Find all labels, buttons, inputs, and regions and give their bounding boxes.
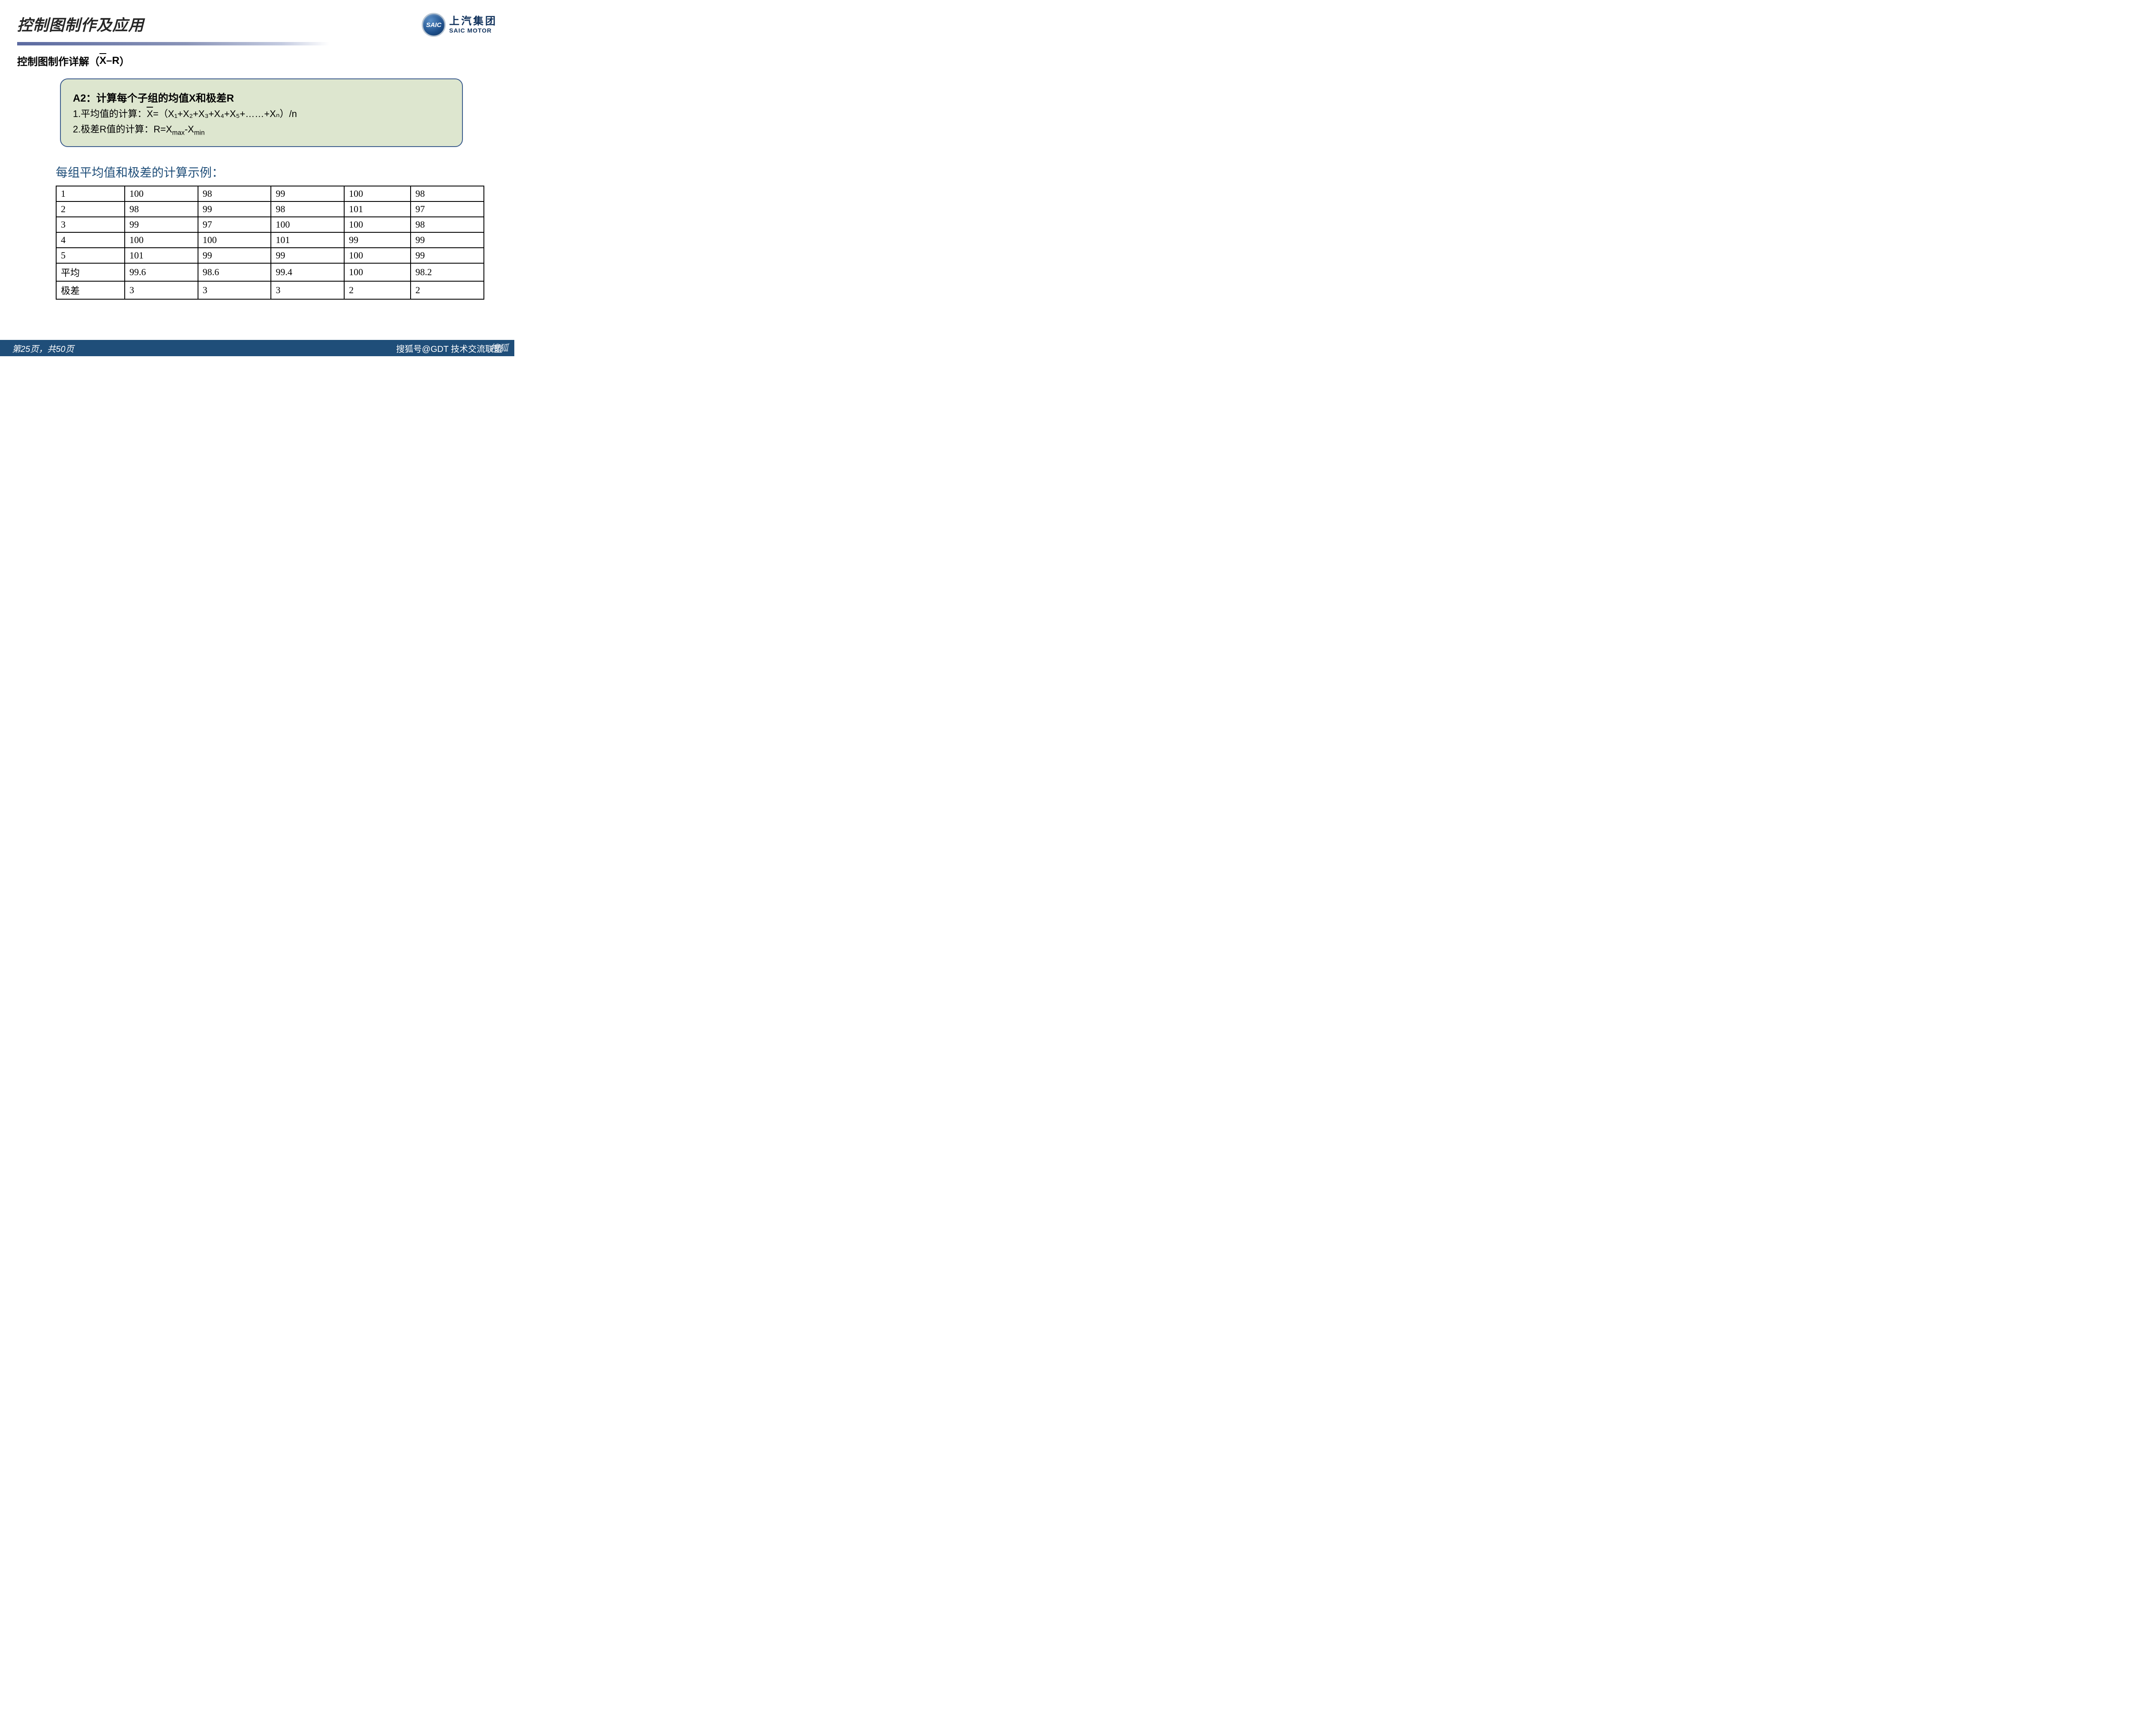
subtitle-dash: – [106,55,112,67]
callout-l2-mid: -X [185,124,194,135]
callout-line-2: 2.极差R值的计算：R=Xmax-Xmin [73,122,450,137]
table-cell: 100 [271,217,344,232]
subtitle: 控制图制作详解（ X – R ） [17,53,497,68]
table-cell: 98 [271,201,344,217]
footer-right: 搜狐号@GDT 技术交流联盟 [396,342,502,354]
table-cell: 99 [271,248,344,263]
callout-title: A2：计算每个子组的均值X和极差R [73,90,450,105]
table-cell: 101 [271,232,344,248]
table-cell: 98 [125,201,198,217]
table-cell: 100 [344,217,411,232]
logo-badge-icon: SAIC [422,13,446,37]
table-cell: 100 [344,263,411,281]
callout-l2-sub2: min [194,129,205,136]
table-cell: 极差 [56,281,125,299]
callout-l2-prefix: 2.极差R值的计算：R=X [73,124,172,135]
subtitle-prefix: 控制图制作详解（ [17,53,99,68]
section-heading: 每组平均值和极差的计算示例： [56,163,497,180]
table-row: 5101999910099 [56,248,484,263]
callout-line-1: 1.平均值的计算：X=（X₁+X₂+X₃+X₄+X₅+……+Xₙ）/n [73,106,450,120]
subtitle-r: R [112,55,119,67]
table-cell: 98 [198,186,271,201]
footer-bar: 第25页，共50页 搜狐号@GDT 技术交流联盟 [0,340,514,356]
table-cell: 99 [344,232,411,248]
table-row: 298999810197 [56,201,484,217]
table-cell: 98 [411,186,484,201]
table-cell: 98 [411,217,484,232]
divider [17,42,497,45]
table-cell: 97 [198,217,271,232]
table-cell: 2 [411,281,484,299]
table-cell: 99 [198,201,271,217]
table-cell: 99 [125,217,198,232]
xbar-symbol: X [99,55,106,67]
table-cell: 97 [411,201,484,217]
table-cell: 101 [344,201,411,217]
table-cell: 99 [411,248,484,263]
table-row: 41001001019999 [56,232,484,248]
logo-text: 上汽集团 SAIC MOTOR [449,16,497,34]
table-cell: 3 [125,281,198,299]
table-cell: 101 [125,248,198,263]
data-table: 1100989910098298999810197399971001009841… [56,186,484,300]
callout-l1-xbar: X [147,108,153,120]
table-cell: 100 [125,186,198,201]
table-cell: 98.6 [198,263,271,281]
table-cell: 5 [56,248,125,263]
table-row: 3999710010098 [56,217,484,232]
page-indicator: 第25页，共50页 [12,342,74,354]
table-cell: 99.6 [125,263,198,281]
table-cell: 100 [344,248,411,263]
table-cell: 4 [56,232,125,248]
page-title: 控制图制作及应用 [17,13,144,35]
callout-box: A2：计算每个子组的均值X和极差R 1.平均值的计算：X=（X₁+X₂+X₃+X… [60,78,463,147]
table-cell: 99 [198,248,271,263]
logo: SAIC 上汽集团 SAIC MOTOR [422,13,497,37]
header-row: 控制图制作及应用 SAIC 上汽集团 SAIC MOTOR [17,13,497,37]
callout-l1-prefix: 1.平均值的计算： [73,108,147,119]
callout-l1-rest: =（X₁+X₂+X₃+X₄+X₅+……+Xₙ）/n [153,108,297,119]
logo-cn: 上汽集团 [449,16,497,27]
table-cell: 1 [56,186,125,201]
table-row: 极差33322 [56,281,484,299]
slide: 控制图制作及应用 SAIC 上汽集团 SAIC MOTOR 控制图制作详解（ X… [0,0,514,356]
table-cell: 99.4 [271,263,344,281]
table-cell: 2 [56,201,125,217]
callout-l2-sub1: max [172,129,185,136]
table-cell: 100 [198,232,271,248]
table-cell: 3 [271,281,344,299]
subtitle-suffix: ） [120,53,130,68]
table-row: 平均99.698.699.410098.2 [56,263,484,281]
logo-en: SAIC MOTOR [449,27,497,34]
table-row: 1100989910098 [56,186,484,201]
table-cell: 2 [344,281,411,299]
table-cell: 99 [271,186,344,201]
table-cell: 98.2 [411,263,484,281]
table-cell: 平均 [56,263,125,281]
table-cell: 99 [411,232,484,248]
table-cell: 3 [198,281,271,299]
table-cell: 100 [344,186,411,201]
table-cell: 100 [125,232,198,248]
table-cell: 3 [56,217,125,232]
